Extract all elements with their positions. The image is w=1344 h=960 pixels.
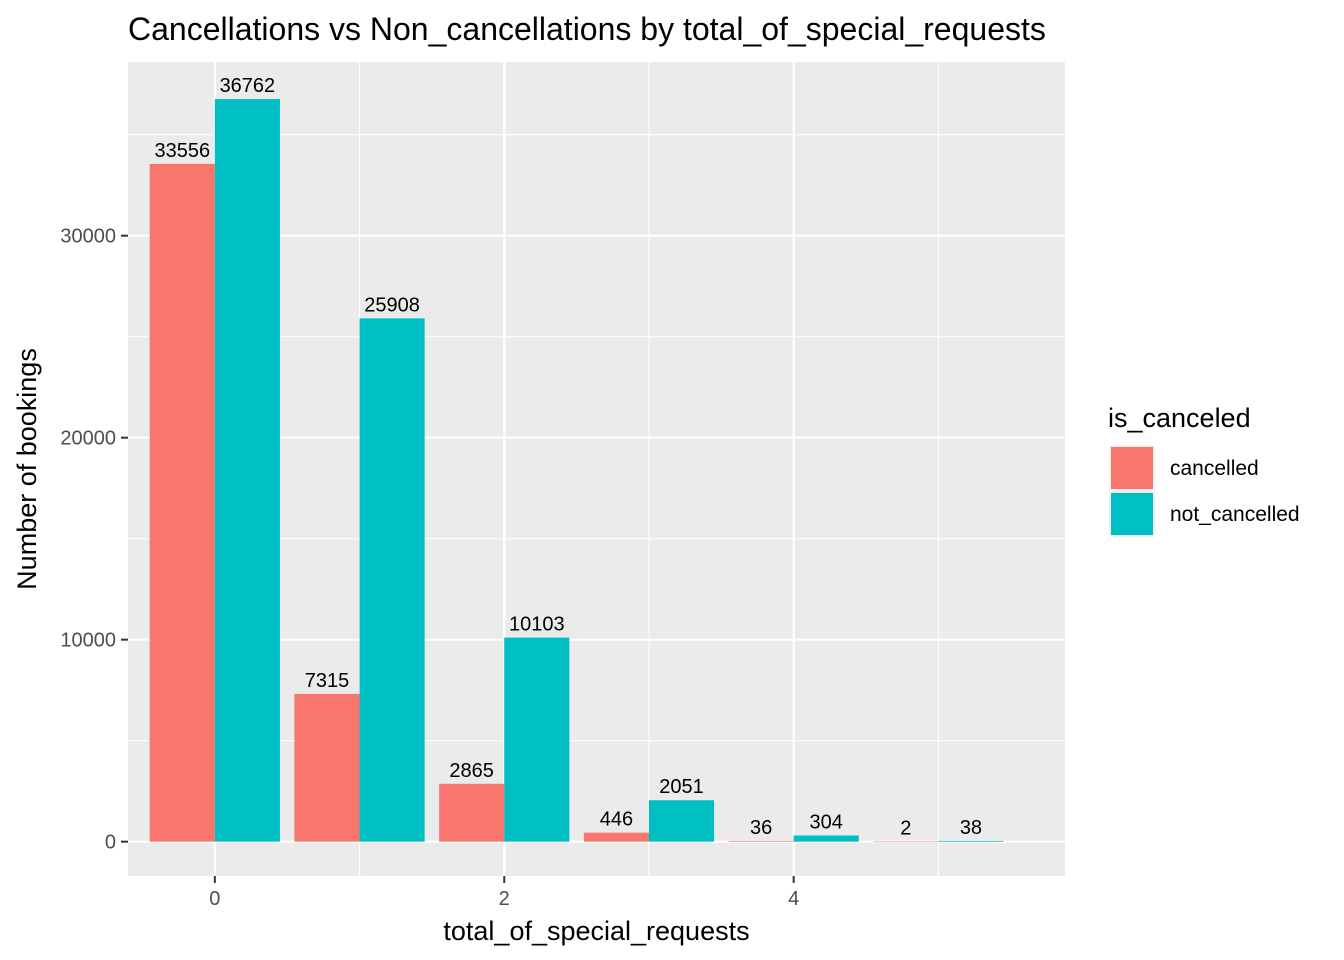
x-tick-label: 0	[209, 888, 220, 910]
x-tick-label: 4	[788, 888, 799, 910]
legend-key-not_cancelled	[1111, 493, 1153, 535]
bar-cancelled-2	[439, 783, 505, 842]
bar-label-cancelled-0: 33556	[154, 140, 210, 162]
bar-label-cancelled-2: 2865	[449, 760, 494, 782]
bar-not_cancelled-4	[793, 835, 859, 842]
y-axis-title: Number of bookings	[12, 348, 42, 590]
y-tick-label: 30000	[60, 226, 116, 248]
bar-cancelled-5	[873, 841, 939, 843]
legend-label-cancelled: cancelled	[1170, 457, 1259, 480]
bar-not_cancelled-1	[359, 318, 425, 842]
bar-cancelled-0	[149, 163, 215, 842]
bar-label-not_cancelled-0: 36762	[220, 75, 276, 97]
y-tick-label: 0	[105, 832, 116, 854]
bars	[149, 99, 1004, 843]
bar-not_cancelled-0	[214, 99, 280, 842]
bar-cancelled-4	[728, 840, 794, 842]
grid-lines	[128, 62, 1065, 876]
bar-label-cancelled-3: 446	[600, 809, 633, 831]
bar-cancelled-1	[294, 693, 360, 842]
bar-cancelled-3	[583, 832, 649, 842]
bar-label-cancelled-4: 36	[750, 817, 772, 839]
x-axis: 0 2 4	[209, 876, 799, 910]
bar-label-cancelled-5: 2	[900, 818, 911, 840]
bar-label-not_cancelled-5: 38	[960, 817, 982, 839]
x-axis-title: total_of_special_requests	[443, 916, 749, 946]
legend-key-cancelled	[1111, 447, 1153, 489]
chart-title: Cancellations vs Non_cancellations by to…	[128, 11, 1046, 47]
bar-label-not_cancelled-1: 25908	[364, 294, 420, 316]
legend-title: is_canceled	[1108, 403, 1251, 433]
bar-not_cancelled-5	[938, 840, 1004, 842]
bar-not_cancelled-3	[648, 800, 715, 842]
legend-label-not_cancelled: not_cancelled	[1170, 503, 1300, 526]
y-axis: 0 10000 20000 30000	[60, 226, 128, 854]
legend-items: cancelled not_cancelled	[1109, 445, 1300, 537]
bar-label-not_cancelled-4: 304	[810, 812, 843, 834]
bar-label-not_cancelled-2: 10103	[509, 614, 565, 636]
bar-label-not_cancelled-3: 2051	[659, 776, 704, 798]
bar-not_cancelled-2	[504, 637, 570, 842]
bar-label-cancelled-1: 7315	[305, 670, 350, 692]
bar-value-labels: 33556 7315 2865 446 36 2 36762 25908 10103 2051 30…	[154, 75, 982, 839]
y-tick-label: 10000	[60, 630, 116, 652]
legend: is_canceled cancelled not_cancelled	[1108, 403, 1300, 537]
y-tick-label: 20000	[60, 428, 116, 450]
x-tick-label: 2	[499, 888, 510, 910]
